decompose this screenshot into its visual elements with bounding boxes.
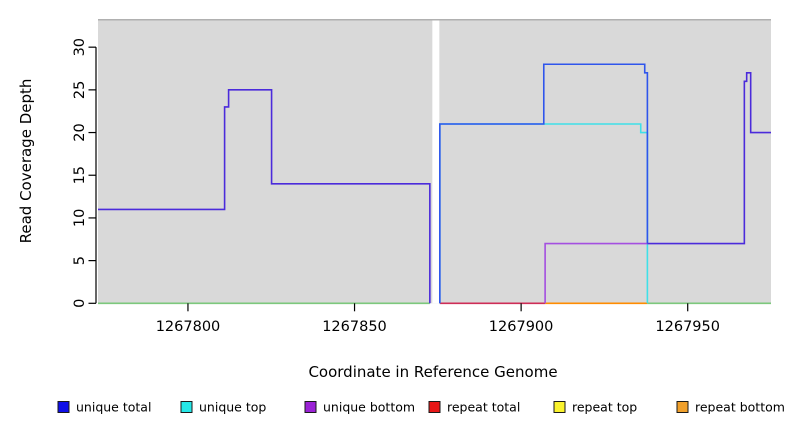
legend-item-label: repeat total (447, 400, 520, 415)
y-tick-label: 0 (72, 299, 88, 308)
legend-item: unique bottom (304, 400, 415, 415)
legend-swatch (304, 401, 317, 413)
legend-item-label: unique bottom (323, 400, 415, 415)
series-lines (98, 63, 771, 305)
legend-swatch (57, 401, 70, 413)
legend-item-label: repeat top (572, 400, 637, 415)
y-tick-label: 5 (72, 256, 88, 265)
legend-item-label: unique total (76, 400, 151, 415)
y-tick-label: 10 (72, 209, 88, 227)
legend-swatch (676, 401, 689, 413)
legend-item: repeat total (428, 400, 520, 415)
axes: 0 5 10 15 20 25 30 1267800 1267850 1267900 1267950 (72, 38, 720, 335)
legend-swatch (180, 401, 193, 413)
unique-total-right (647, 71, 771, 245)
y-tick-label: 15 (72, 166, 88, 184)
y-tick-label: 25 (72, 81, 88, 99)
x-tick-label: 1267850 (322, 319, 387, 335)
x-tick-label: 1267950 (655, 319, 720, 335)
unique-total-left (98, 89, 431, 304)
y-tick-label: 30 (72, 38, 88, 56)
legend-item-label: unique top (199, 400, 266, 415)
unique-total-mid (439, 63, 649, 304)
y-axis-title: Read Coverage Depth (17, 79, 35, 244)
plot-panel (98, 19, 771, 304)
legend-swatch (428, 401, 441, 413)
legend-swatch (553, 401, 566, 413)
x-tick-label: 1267900 (489, 319, 554, 335)
unique-bottom-line (544, 242, 648, 304)
legend-item: repeat bottom (676, 400, 785, 415)
x-axis-title: Coordinate in Reference Genome (308, 363, 557, 381)
legend: unique total unique top unique bottom repea… (57, 400, 785, 415)
legend-item-label: repeat bottom (695, 400, 785, 415)
legend-item: repeat top (553, 400, 637, 415)
x-tick-label: 1267800 (156, 319, 221, 335)
legend-item: unique top (180, 400, 266, 415)
legend-item: unique total (57, 400, 151, 415)
masked-gap-band (432, 19, 440, 304)
y-tick-label: 20 (72, 123, 88, 141)
